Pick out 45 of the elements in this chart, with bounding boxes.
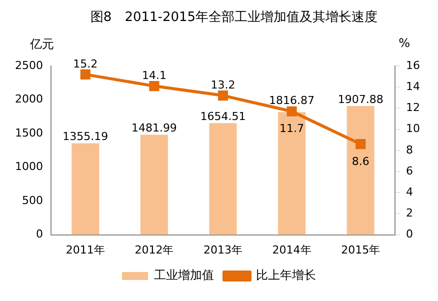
- point: [286, 106, 297, 116]
- y-axis-title: 亿元: [30, 36, 54, 53]
- data-label: 1481.99: [131, 122, 177, 135]
- y2-axis-title: %: [398, 36, 410, 50]
- legend-label: 工业增加值: [154, 268, 214, 282]
- data-label: 14.1: [142, 68, 166, 82]
- legend-label: 比上年增长: [256, 268, 316, 282]
- x-tick-label: 2011年: [66, 243, 105, 256]
- y2-tick-label: 14: [406, 80, 420, 93]
- data-label: 1907.88: [338, 92, 384, 106]
- x-tick-label: 2014年: [272, 243, 312, 256]
- y2-tick-label: 4: [406, 185, 414, 198]
- data-label: 8.6: [352, 154, 370, 168]
- data-label: 1816.87: [269, 94, 315, 108]
- y-tick-label: 2500: [14, 58, 43, 72]
- point: [149, 81, 160, 92]
- data-label: 13.2: [210, 78, 236, 92]
- x-tick-label: 2013年: [204, 243, 242, 256]
- x-tick-label: 2012年: [134, 243, 174, 256]
- chart-title: 图8 2011-2015年全部工业增加值及其增长速度: [89, 9, 379, 27]
- y-tick-label: 1500: [14, 126, 43, 140]
- y-tick-label: 2000: [14, 92, 43, 106]
- y-tick-label: 500: [22, 194, 43, 207]
- point: [80, 69, 90, 80]
- data-label: 15.2: [73, 57, 98, 70]
- y2-tick-label: 0: [406, 228, 414, 241]
- y2-tick-label: 2: [406, 206, 414, 220]
- bar: [72, 143, 100, 235]
- y-tick-label: 0: [36, 228, 43, 241]
- y2-tick-label: 12: [406, 101, 420, 114]
- y-tick-label: 1000: [14, 160, 43, 174]
- point: [356, 139, 366, 150]
- y2-tick-label: 10: [406, 122, 420, 136]
- data-label: 1355.19: [62, 130, 108, 144]
- bar: [278, 112, 306, 235]
- bar: [346, 106, 374, 235]
- bar: [209, 123, 237, 235]
- y2-tick-label: 6: [406, 164, 414, 178]
- point: [218, 90, 228, 101]
- y2-tick-label: 8: [406, 143, 414, 156]
- x-tick-label: 2015年: [341, 243, 380, 256]
- bar: [140, 134, 168, 235]
- data-label: 1654.51: [200, 110, 246, 123]
- y2-tick-label: 16: [406, 58, 420, 72]
- data-label: 11.7: [280, 122, 304, 136]
